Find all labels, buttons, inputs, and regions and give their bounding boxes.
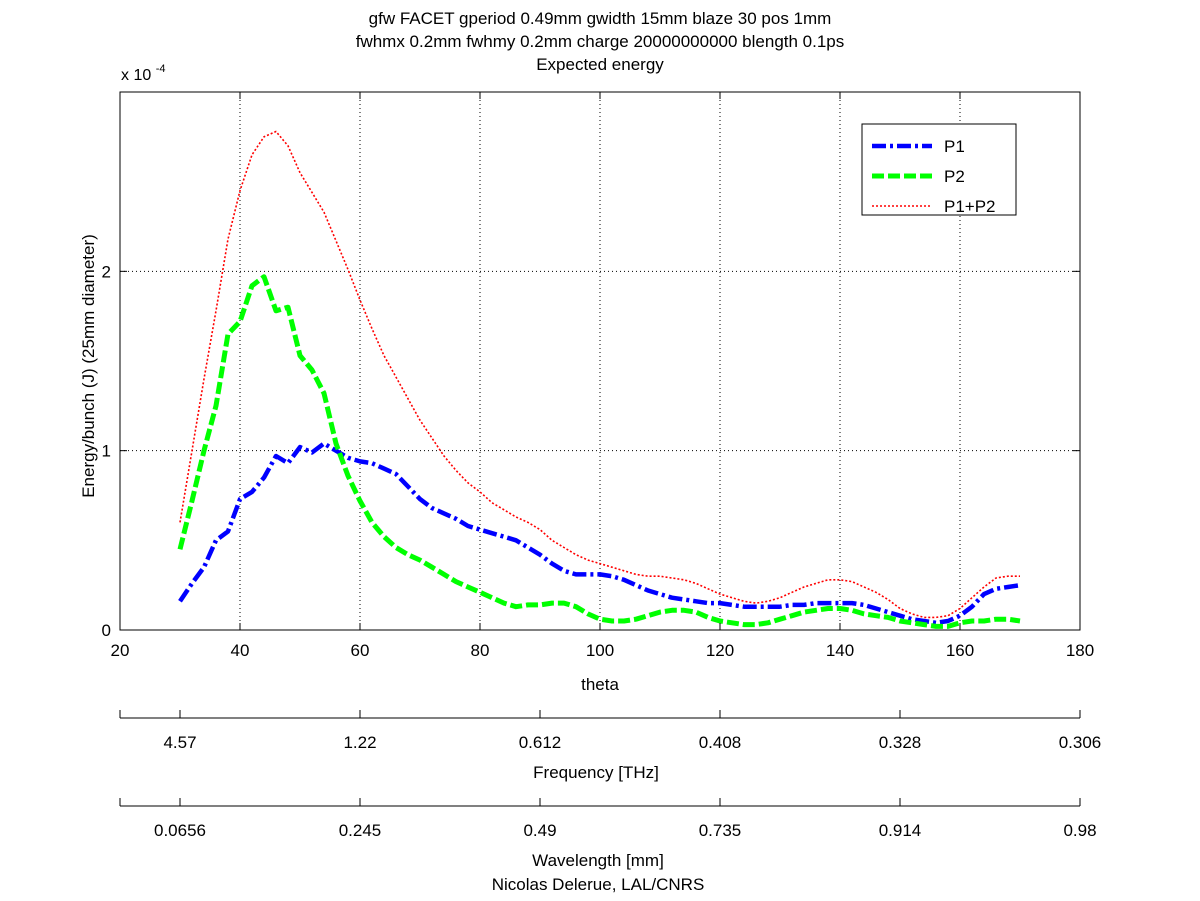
x-tick-label: 180 <box>1066 641 1094 660</box>
series-line-p1 <box>178 441 1021 626</box>
y-tick-label: 0 <box>102 621 111 640</box>
series-line-p2 <box>177 274 1021 629</box>
secondary-tick-label: 0.0656 <box>154 821 206 840</box>
y-tick-label: 2 <box>102 262 111 281</box>
x-tick-label: 160 <box>946 641 974 660</box>
x-tick-label: 140 <box>826 641 854 660</box>
credit-text: Nicolas Delerue, LAL/CNRS <box>492 875 705 894</box>
legend-label: P2 <box>944 167 965 186</box>
secondary-tick-label: 0.49 <box>523 821 556 840</box>
y-multiplier: x 10 -4 <box>121 63 165 84</box>
x-tick-label: 40 <box>231 641 250 660</box>
secondary-tick-label: 0.914 <box>879 821 922 840</box>
chart-title-line-2: fwhmx 0.2mm fwhmy 0.2mm charge 200000000… <box>356 32 845 51</box>
grid-layer <box>120 92 1080 630</box>
x-axis-label: theta <box>581 675 619 694</box>
frequency-axis-label: Frequency [THz] <box>533 763 659 782</box>
chart-title-line-3: Expected energy <box>536 55 664 74</box>
secondary-tick-label: 4.57 <box>163 733 196 752</box>
y-multiplier-base: x 10 <box>121 67 151 84</box>
secondary-tick-label: 0.245 <box>339 821 382 840</box>
secondary-tick-label: 1.22 <box>343 733 376 752</box>
secondary-tick-label: 0.735 <box>699 821 742 840</box>
chart-title-line-1: gfw FACET gperiod 0.49mm gwidth 15mm bla… <box>369 9 832 28</box>
x-tick-label: 100 <box>586 641 614 660</box>
legend: P1 P2 P1+P2 <box>861 123 1017 216</box>
y-axis-label: Energy/bunch (J) (25mm diameter) <box>79 234 98 498</box>
y-multiplier-exponent: -4 <box>156 63 166 75</box>
secondary-tick-label: 0.328 <box>879 733 922 752</box>
wavelength-axis-label: Wavelength [mm] <box>532 851 664 870</box>
tick-layer: 20 40 60 80 100 120 140 160 180 0 1 2 <box>102 92 1094 660</box>
x-tick-label: 60 <box>351 641 370 660</box>
x-tick-label: 80 <box>471 641 490 660</box>
y-tick-label: 1 <box>102 442 111 461</box>
legend-label: P1+P2 <box>944 197 996 216</box>
secondary-tick-label: 0.612 <box>519 733 562 752</box>
x-tick-label: 120 <box>706 641 734 660</box>
series-layer <box>177 130 1021 629</box>
secondary-tick-label: 0.306 <box>1059 733 1102 752</box>
legend-box <box>861 123 1017 216</box>
secondary-tick-label: 0.98 <box>1063 821 1096 840</box>
secondary-axes: 4.57 1.22 0.612 0.408 0.328 0.306 0.0656 0.245 0… <box>119 710 1102 840</box>
series-line-p1-p2 <box>179 130 1020 619</box>
legend-label: P1 <box>944 137 965 156</box>
x-tick-label: 20 <box>111 641 130 660</box>
secondary-tick-label: 0.408 <box>699 733 742 752</box>
